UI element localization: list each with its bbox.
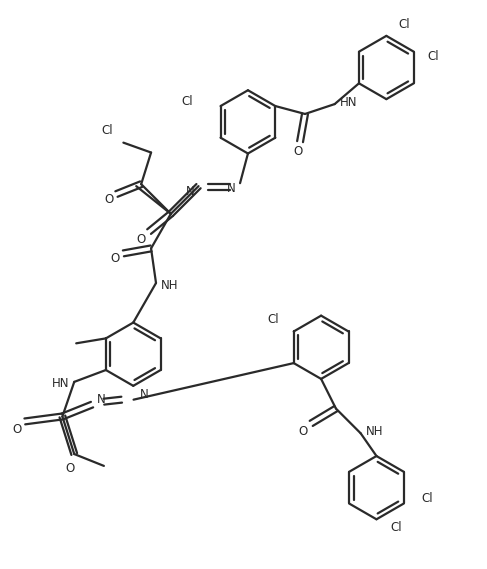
Text: Cl: Cl <box>428 50 439 63</box>
Text: Cl: Cl <box>267 313 279 326</box>
Text: N: N <box>227 182 236 195</box>
Text: O: O <box>66 463 75 475</box>
Text: NH: NH <box>161 279 178 292</box>
Text: N: N <box>186 184 195 197</box>
Text: Cl: Cl <box>181 94 193 108</box>
Text: O: O <box>299 425 308 438</box>
Text: HN: HN <box>52 377 69 390</box>
Text: Cl: Cl <box>102 124 113 137</box>
Text: O: O <box>111 252 120 265</box>
Text: N: N <box>139 388 148 401</box>
Text: HN: HN <box>339 96 357 109</box>
Text: Cl: Cl <box>390 521 402 534</box>
Text: O: O <box>294 145 303 158</box>
Text: O: O <box>12 423 21 436</box>
Text: Cl: Cl <box>422 492 433 505</box>
Text: NH: NH <box>366 425 383 438</box>
Text: O: O <box>136 233 146 246</box>
Text: O: O <box>104 193 113 207</box>
Text: Cl: Cl <box>398 18 410 31</box>
Text: N: N <box>97 393 106 406</box>
